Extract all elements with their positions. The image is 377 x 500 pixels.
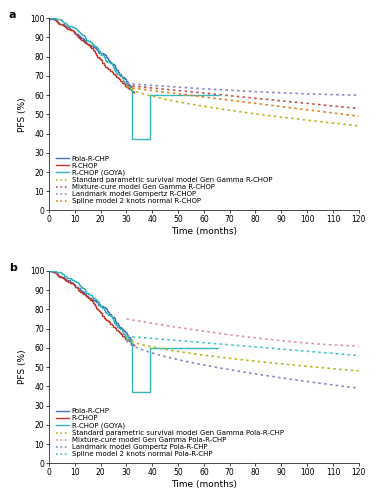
Legend: Pola-R-CHP, R-CHOP, R-CHOP (GOYA), Standard parametric survival model Gen Gamma : Pola-R-CHP, R-CHOP, R-CHOP (GOYA), Stand… xyxy=(56,155,273,205)
Y-axis label: PFS (%): PFS (%) xyxy=(18,350,27,384)
Text: b: b xyxy=(9,263,17,273)
X-axis label: Time (months): Time (months) xyxy=(171,480,237,489)
X-axis label: Time (months): Time (months) xyxy=(171,227,237,236)
Text: a: a xyxy=(9,10,16,20)
Y-axis label: PFS (%): PFS (%) xyxy=(18,97,27,132)
Legend: Pola-R-CHP, R-CHOP, R-CHOP (GOYA), Standard parametric survival model Gen Gamma : Pola-R-CHP, R-CHOP, R-CHOP (GOYA), Stand… xyxy=(56,408,284,458)
